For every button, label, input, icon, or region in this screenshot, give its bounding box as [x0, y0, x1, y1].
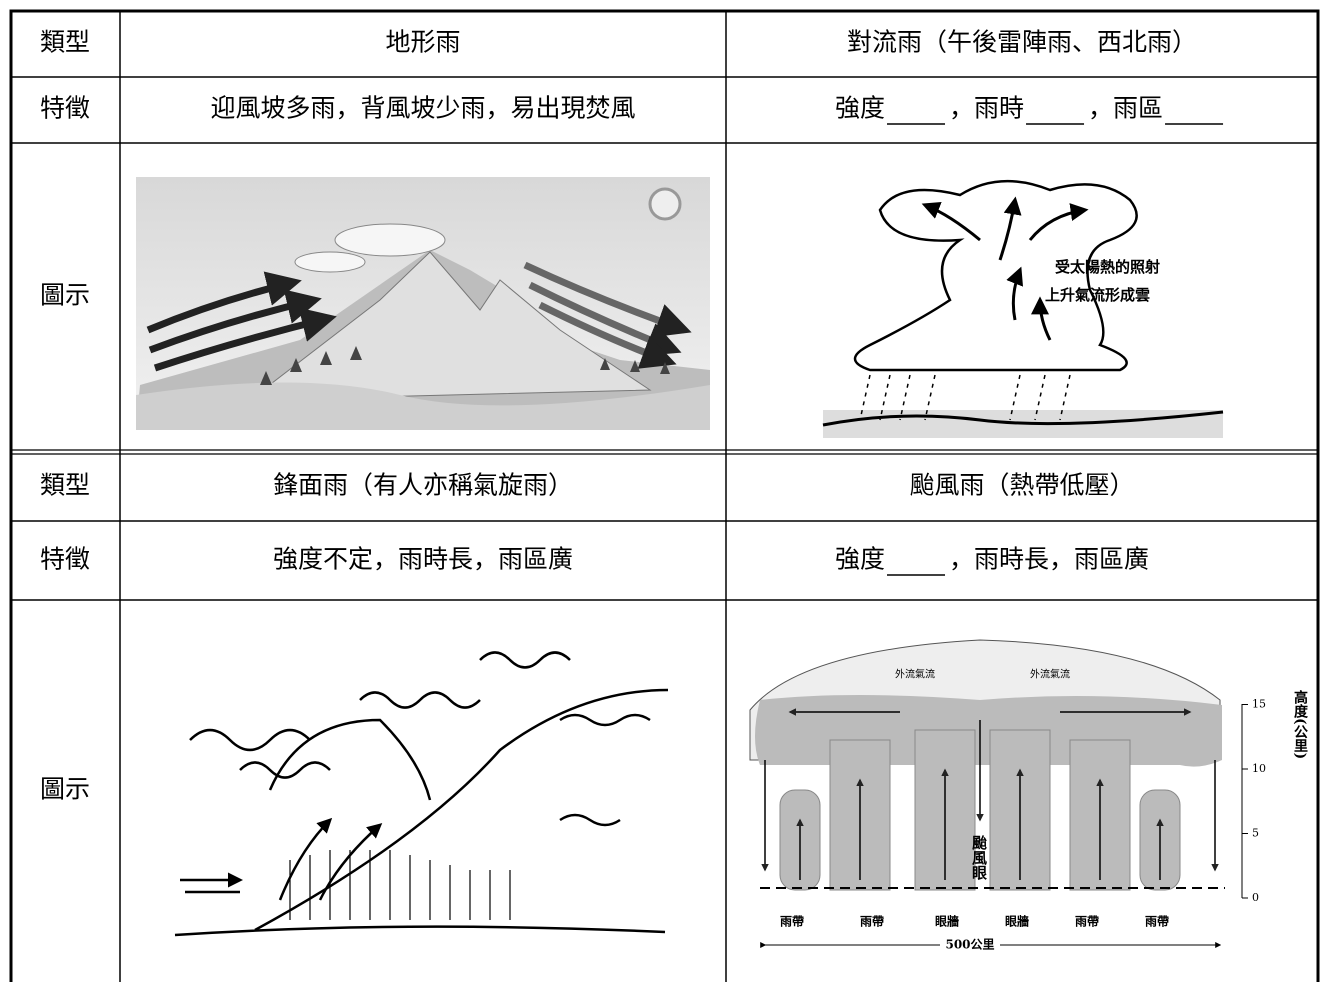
cell-text: ，雨時	[949, 94, 1024, 123]
outflow-label: 外流氣流	[1030, 668, 1070, 681]
table-grid	[9, 9, 1320, 982]
cell-text: ，雨時長，雨區廣	[949, 545, 1149, 574]
typhoon-figure: 外流氣流 外流氣流 颱風眼 高度(公里) 500公里	[749, 639, 1308, 955]
cell-text: 地形雨	[385, 28, 460, 57]
band-label: 雨帶	[780, 914, 804, 929]
cell-text: ，雨區	[1088, 94, 1163, 123]
cell-text: 鋒面雨（有人亦稱氣旋雨）	[273, 471, 573, 500]
height-label: 高度(公里)	[1292, 689, 1308, 759]
row-header: 特徵	[40, 545, 90, 574]
row-header: 類型	[40, 28, 90, 57]
row-header: 特徵	[40, 94, 90, 123]
caption: 受太陽熱的照射	[1055, 258, 1160, 276]
cell-text: 強度不定，雨時長，雨區廣	[273, 545, 573, 574]
height-tick-label: 10	[1252, 762, 1266, 775]
band-label: 眼牆	[1005, 914, 1029, 929]
row-header: 類型	[40, 471, 90, 500]
band-label: 眼牆	[935, 914, 959, 929]
band-label: 雨帶	[860, 914, 884, 929]
cell-text: 強度	[835, 94, 885, 123]
band-label: 雨帶	[1145, 914, 1169, 929]
width-label: 500公里	[945, 937, 994, 952]
cell-text: 強度	[835, 545, 885, 574]
outflow-label: 外流氣流	[895, 668, 935, 681]
height-tick-label: 15	[1252, 698, 1266, 711]
frontal-figure	[174, 651, 669, 937]
height-tick-label: 0	[1252, 891, 1259, 904]
row-header: 圖示	[40, 775, 90, 804]
eye-label: 颱風眼	[970, 835, 988, 881]
row-header: 圖示	[40, 281, 90, 310]
cell-text: 颱風雨（熱帶低壓）	[909, 471, 1134, 500]
convection-figure: 受太陽熱的照射 上升氣流形成雲	[822, 179, 1224, 438]
caption: 上升氣流形成雲	[1045, 286, 1150, 304]
orographic-figure	[136, 177, 710, 430]
band-label: 雨帶	[1075, 914, 1099, 929]
cell-text: 迎風坡多雨，背風坡少雨，易出現焚風	[210, 94, 635, 123]
height-tick-label: 5	[1252, 827, 1259, 840]
cell-text: 對流雨（午後雷陣雨、西北雨）	[847, 28, 1197, 57]
